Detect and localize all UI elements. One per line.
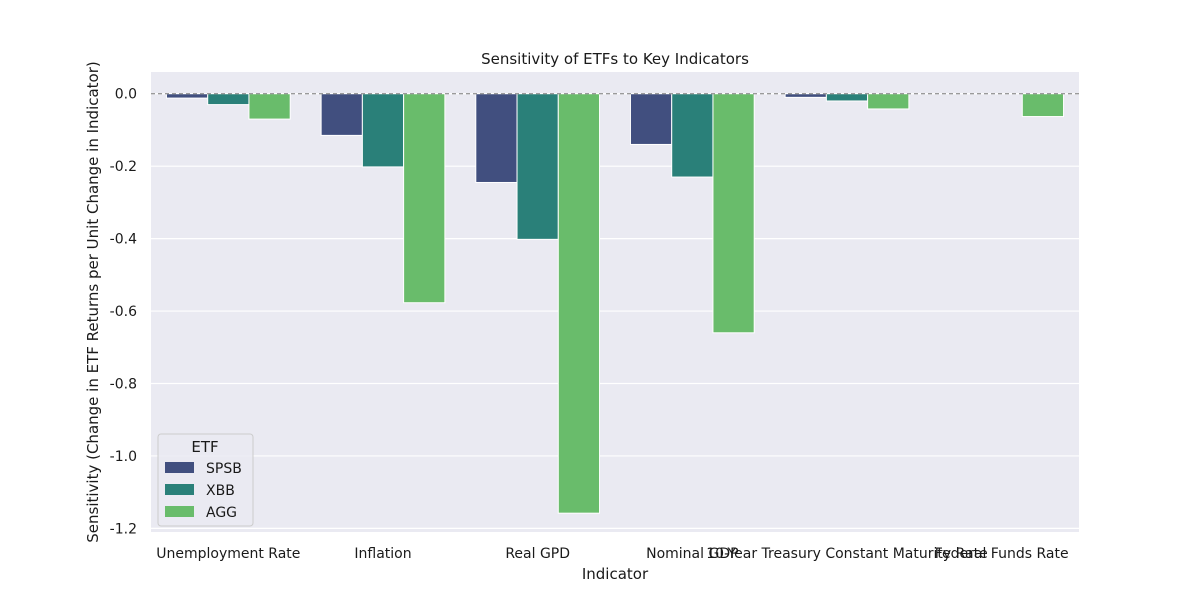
y-tick-label: -0.6: [110, 304, 137, 320]
y-tick-label: -1.0: [110, 449, 137, 465]
y-tick-label: -0.4: [110, 232, 137, 248]
x-tick-label: 10-Year Treasury Constant Maturity Rate: [706, 546, 987, 562]
legend-box: [157, 433, 254, 527]
legend-swatch-xbb: [165, 484, 194, 495]
x-tick-label: Nominal GDP: [646, 546, 738, 562]
y-tick-label: -1.2: [110, 521, 137, 537]
bar-spsb: [629, 93, 673, 145]
legend-label-xbb: XBB: [206, 483, 235, 499]
y-tick-label: 0.0: [115, 87, 137, 103]
x-tick-label: Real GPD: [505, 546, 570, 562]
bar-spsb: [165, 93, 209, 99]
grid-lines: [151, 93, 1079, 529]
legend-items: SPSB XBB AGG: [165, 461, 242, 521]
y-axis-ticks: 0.0 -0.2 -0.4 -0.6 -0.8 -1.0 -1.2: [110, 87, 137, 538]
x-tick-label: Inflation: [354, 546, 411, 562]
y-tick-label: -0.8: [110, 376, 137, 392]
legend-title: ETF: [191, 438, 218, 456]
bar-agg: [1021, 93, 1065, 118]
bar-xbb: [671, 93, 714, 178]
bar-xbb: [361, 93, 405, 168]
plot-area: [151, 72, 1079, 532]
bar-spsb: [475, 93, 518, 183]
bar-spsb: [784, 93, 827, 98]
chart-title: Sensitivity of ETFs to Key Indicators: [481, 50, 749, 68]
y-tick-label: -0.2: [110, 159, 137, 175]
bar-agg: [248, 93, 291, 120]
bar-spsb: [320, 93, 363, 136]
bar-agg: [712, 93, 755, 334]
bar-agg: [867, 93, 910, 110]
legend-label-agg: AGG: [206, 505, 237, 521]
y-axis-label: Sensitivity (Change in ETF Returns per U…: [84, 61, 102, 543]
x-axis-label: Indicator: [582, 565, 649, 583]
legend: ETF SPSB XBB AGG: [157, 433, 254, 527]
legend-label-spsb: SPSB: [206, 461, 242, 477]
legend-swatch-spsb: [165, 462, 194, 473]
x-axis-ticks: Unemployment Rate Inflation Real GPD Nomina…: [156, 546, 1068, 562]
legend-swatch-agg: [165, 506, 194, 517]
x-tick-label: Unemployment Rate: [156, 546, 300, 562]
bar-agg: [403, 93, 446, 304]
bar-xbb: [207, 93, 250, 106]
bar-xbb: [516, 93, 559, 240]
bar-xbb: [825, 93, 869, 102]
x-tick-label: Federal Funds Rate: [935, 546, 1069, 562]
bar-agg: [557, 93, 601, 514]
